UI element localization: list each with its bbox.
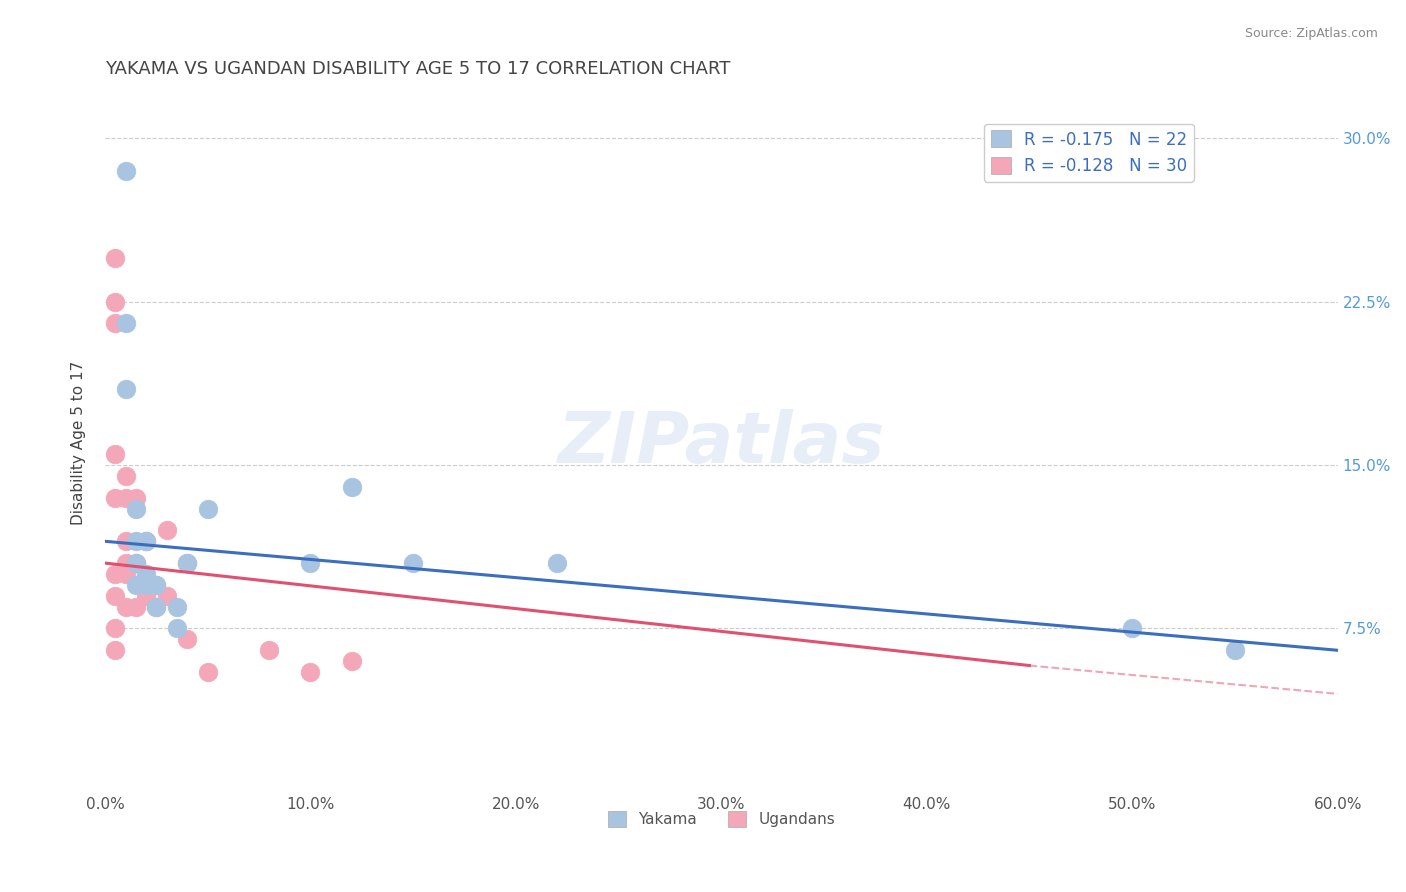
Point [114, 316, 136, 330]
Point [104, 566, 127, 581]
Point [156, 589, 179, 603]
Point [114, 556, 136, 570]
Point [1223, 643, 1246, 657]
Point [156, 524, 179, 538]
Point [166, 622, 188, 636]
Point [135, 566, 157, 581]
Point [340, 480, 363, 494]
Point [104, 622, 127, 636]
Point [135, 534, 157, 549]
Point [104, 643, 127, 657]
Point [402, 556, 425, 570]
Point [114, 599, 136, 614]
Point [259, 643, 281, 657]
Point [125, 556, 148, 570]
Point [299, 556, 322, 570]
Point [104, 447, 127, 461]
Point [125, 578, 148, 592]
Point [145, 578, 167, 592]
Point [299, 665, 322, 679]
Point [125, 599, 148, 614]
Point [135, 534, 157, 549]
Point [114, 163, 136, 178]
Point [340, 654, 363, 668]
Point [125, 534, 148, 549]
Point [135, 589, 157, 603]
Point [176, 556, 198, 570]
Point [145, 599, 167, 614]
Point [197, 501, 219, 516]
Point [145, 599, 167, 614]
Point [114, 382, 136, 396]
Point [546, 556, 568, 570]
Text: ZIPatlas: ZIPatlas [558, 409, 884, 478]
Point [114, 534, 136, 549]
Point [104, 251, 127, 265]
Point [125, 556, 148, 570]
Point [104, 294, 127, 309]
Point [125, 501, 148, 516]
Point [135, 578, 157, 592]
Point [104, 589, 127, 603]
Point [114, 469, 136, 483]
Point [104, 491, 127, 505]
Point [145, 578, 167, 592]
Point [197, 665, 219, 679]
Point [1121, 622, 1143, 636]
Point [125, 491, 148, 505]
Point [176, 556, 198, 570]
Point [176, 632, 198, 647]
Text: YAKAMA VS UGANDAN DISABILITY AGE 5 TO 17 CORRELATION CHART: YAKAMA VS UGANDAN DISABILITY AGE 5 TO 17… [105, 60, 730, 78]
Text: Source: ZipAtlas.com: Source: ZipAtlas.com [1244, 27, 1378, 40]
Point [166, 599, 188, 614]
Point [114, 566, 136, 581]
Legend: Yakama, Ugandans: Yakama, Ugandans [602, 805, 841, 833]
Point [114, 491, 136, 505]
Point [104, 316, 127, 330]
Y-axis label: Disability Age 5 to 17: Disability Age 5 to 17 [72, 361, 86, 525]
